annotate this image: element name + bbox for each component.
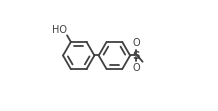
Text: HO: HO (51, 25, 66, 35)
Text: S: S (132, 51, 140, 60)
Text: O: O (132, 63, 140, 73)
Text: O: O (132, 38, 140, 48)
